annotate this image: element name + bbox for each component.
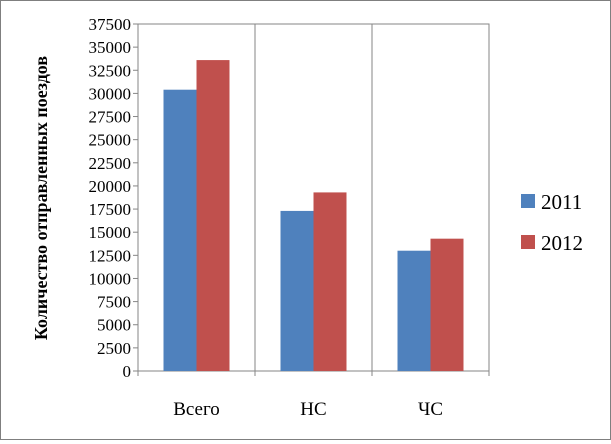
x-category-label: НС <box>300 399 326 420</box>
y-tick-label: 5000 <box>97 316 131 335</box>
y-tick-label: 20000 <box>89 177 132 196</box>
y-tick-label: 2500 <box>97 339 131 358</box>
y-tick-label: 22500 <box>89 154 132 173</box>
legend-label: 2012 <box>541 231 583 255</box>
x-category-label: ЧС <box>418 399 443 420</box>
y-tick-label: 27500 <box>89 108 132 127</box>
legend-swatch-2012 <box>521 235 535 249</box>
legend-swatch-2011 <box>521 194 535 208</box>
y-tick-label: 12500 <box>89 246 132 265</box>
y-tick-label: 17500 <box>89 200 132 219</box>
bar-2011-0 <box>163 89 197 371</box>
y-axis-ticks: 0 2500 5000 7500 10000 12500 15000 17500 20000 22… <box>89 15 138 381</box>
legend-label: 2011 <box>541 190 582 214</box>
y-tick-label: 30000 <box>89 84 132 103</box>
y-tick-label: 35000 <box>89 38 132 57</box>
bars <box>163 60 464 371</box>
y-axis-label: Количество отправленных поездов <box>31 56 51 340</box>
legend: 2011 2012 <box>521 190 583 255</box>
y-tick-label: 0 <box>123 362 132 381</box>
bar-2011-2 <box>397 250 431 371</box>
y-tick-label: 32500 <box>89 61 132 80</box>
gridlines <box>254 24 373 371</box>
bar-2011-1 <box>280 210 314 371</box>
y-tick-label: 10000 <box>89 269 132 288</box>
x-category-label: Всего <box>173 399 220 420</box>
bar-2012-1 <box>313 192 347 371</box>
x-axis-categories: Всего НС ЧС <box>137 371 490 420</box>
y-tick-label: 7500 <box>97 293 131 312</box>
y-tick-label: 37500 <box>89 15 132 34</box>
bar-2012-2 <box>430 238 464 371</box>
y-tick-label: 25000 <box>89 131 132 150</box>
y-tick-label: 15000 <box>89 223 132 242</box>
bar-2012-0 <box>196 60 230 371</box>
